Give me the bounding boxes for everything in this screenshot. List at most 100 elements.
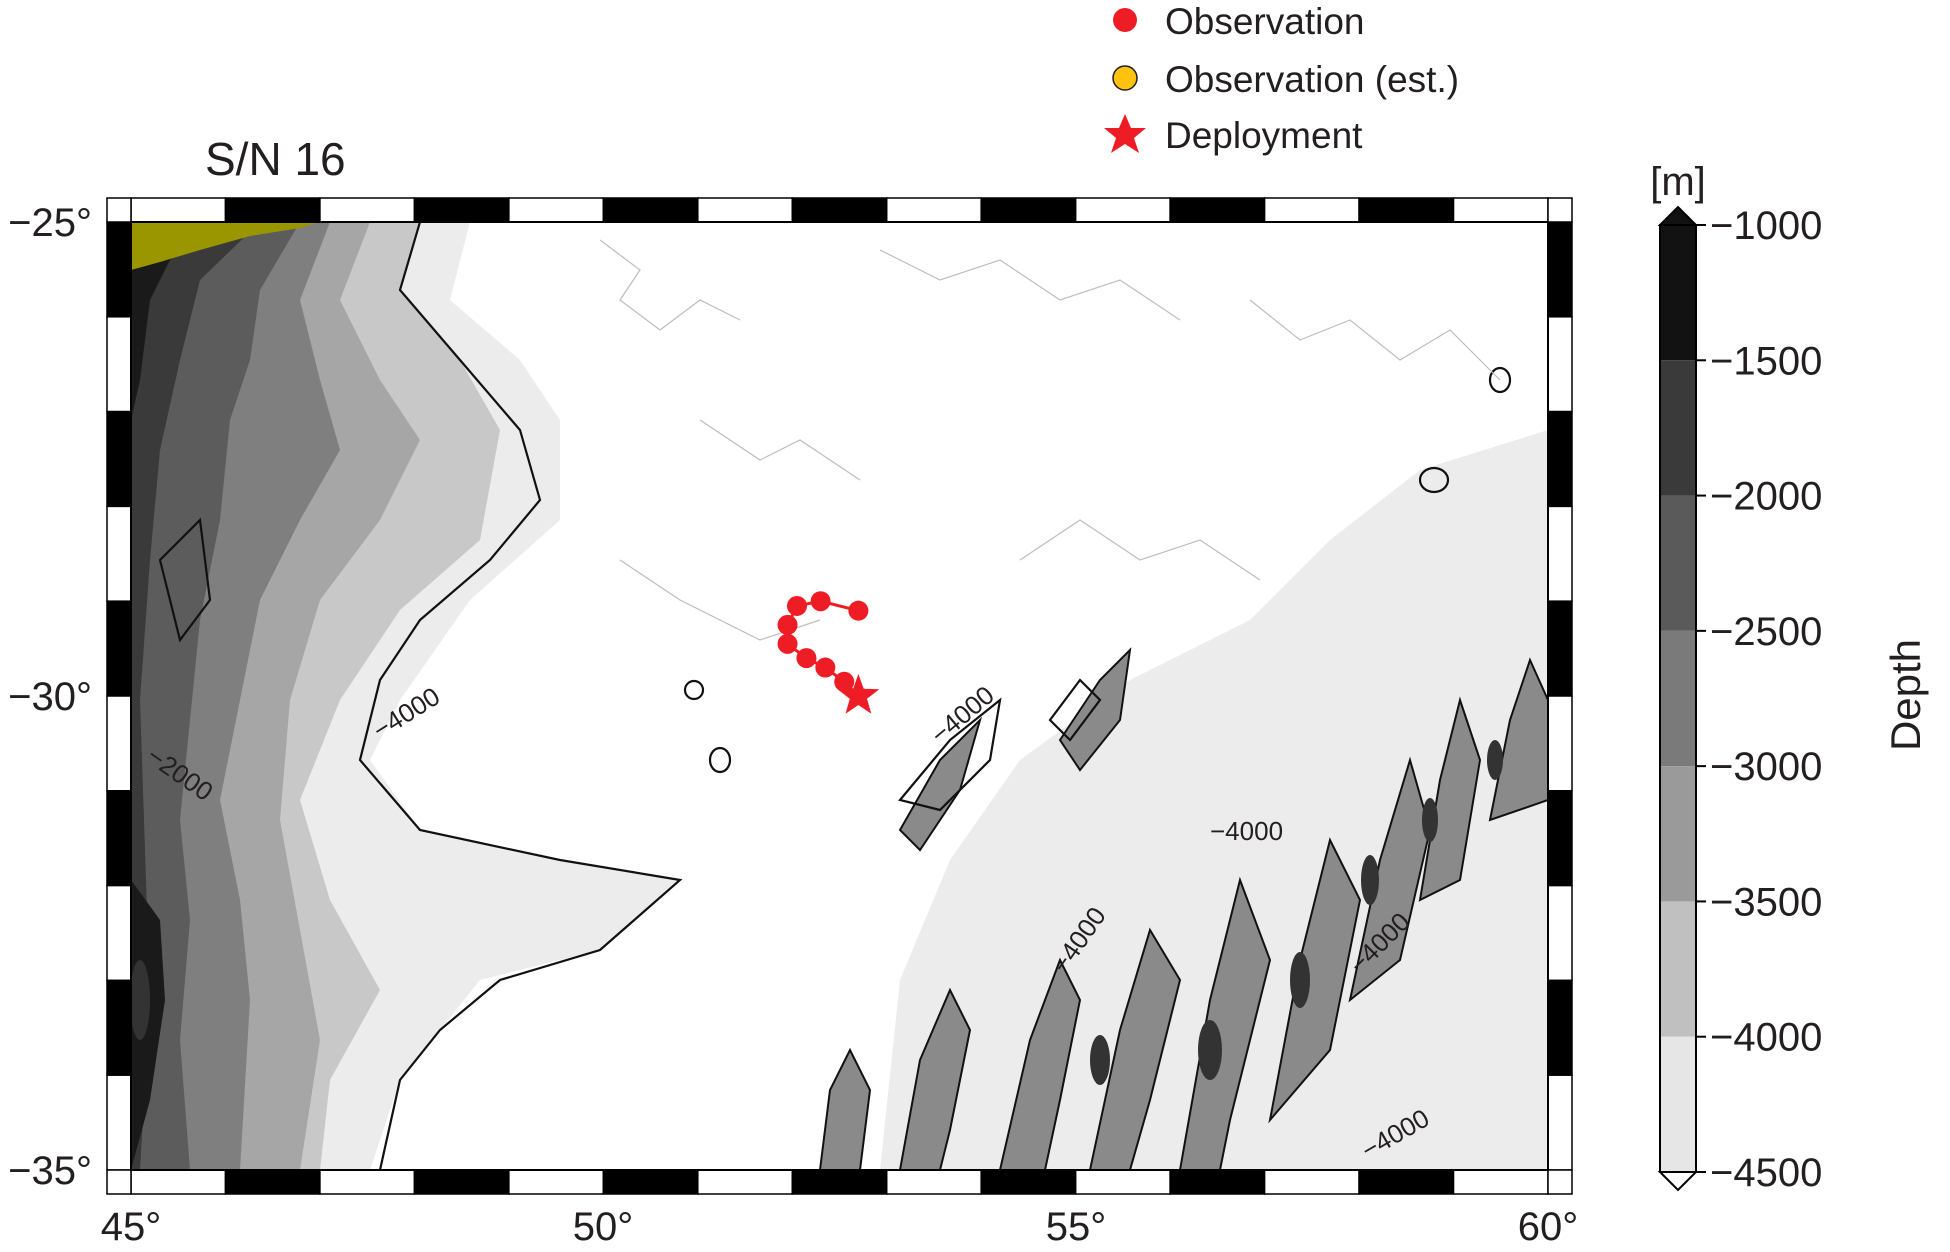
frame-corner xyxy=(106,197,132,223)
frame-segment-left xyxy=(106,1074,132,1171)
colorbar-tick-label: −3500 xyxy=(1710,880,1822,924)
colorbar-band xyxy=(1660,360,1696,496)
observation-marker xyxy=(777,614,798,635)
y-tick-label: −25° xyxy=(8,201,92,245)
depth-band-4000-east xyxy=(880,430,1548,1170)
colorbar-tick-label: −4500 xyxy=(1710,1151,1822,1195)
frame-segment-right xyxy=(1547,790,1573,887)
observation-marker xyxy=(834,671,855,692)
colorbar-bottom-arrow xyxy=(1657,1171,1699,1192)
colorbar-band xyxy=(1660,495,1696,631)
frame-segment-left xyxy=(106,600,132,697)
frame-segment-bottom xyxy=(1452,1169,1549,1195)
colorbar-bands xyxy=(1657,205,1699,1192)
contour-lines-4000 xyxy=(158,222,1512,1170)
frame-segment-bottom xyxy=(602,1169,699,1195)
frame-segment-left xyxy=(106,410,132,508)
legend-deployment-label: Deployment xyxy=(1165,115,1363,156)
x-tick-label: 45° xyxy=(101,1205,162,1249)
depth-band-1000 xyxy=(131,222,220,1170)
frame-segment-right xyxy=(1547,316,1573,413)
land-madagascar xyxy=(131,222,320,270)
frame-segment-top xyxy=(602,197,699,223)
colorbar-tick-label: −2500 xyxy=(1710,610,1822,654)
deployment-star-marker xyxy=(837,674,880,714)
ridge-features xyxy=(818,647,1548,1170)
frame-segment-left xyxy=(106,221,132,318)
frame-segment-right xyxy=(1547,884,1573,982)
x-tick-label: 60° xyxy=(1518,1205,1579,1249)
frame-segment-bottom xyxy=(413,1169,510,1195)
track-layer xyxy=(777,591,880,714)
frame-segment-top xyxy=(1263,197,1360,223)
colorbar-unit: [m] xyxy=(1650,160,1706,204)
contour-label: −4000 xyxy=(1210,816,1283,846)
x-axis-tick-labels: 45° 50° 55° 60° xyxy=(101,1205,1579,1249)
frame-segment-left xyxy=(106,790,132,887)
frame-segment-top xyxy=(130,197,227,223)
frame-segment-right xyxy=(1547,600,1573,697)
frame-segment-left xyxy=(106,884,132,982)
frame-segment-bottom xyxy=(1169,1169,1266,1195)
frame-segment-right xyxy=(1547,221,1573,318)
chart-title: S/N 16 xyxy=(205,133,346,185)
colorbar: [m] −1000−1500−2000−2500−3000−3500−4000−… xyxy=(1650,160,1929,1195)
frame-segment-bottom xyxy=(130,1169,227,1195)
observation-marker xyxy=(810,591,831,612)
frame-segment-bottom xyxy=(1074,1169,1171,1195)
frame-segment-top xyxy=(319,197,416,223)
frame-segment-bottom xyxy=(1358,1169,1455,1195)
observation-marker xyxy=(786,595,807,616)
frame-corner xyxy=(1547,197,1573,223)
frame-segment-right xyxy=(1547,505,1573,602)
frame-segment-left xyxy=(106,695,132,792)
colorbar-top-arrow xyxy=(1657,205,1699,226)
observation-marker xyxy=(848,600,869,621)
legend-deployment-star-icon xyxy=(1104,114,1146,153)
y-axis-tick-labels: −25° −30° −35° xyxy=(8,201,92,1193)
observation-marker xyxy=(815,657,836,678)
legend-observation-est-label: Observation (est.) xyxy=(1165,59,1459,100)
y-tick-label: −35° xyxy=(8,1149,92,1193)
frame-segment-right xyxy=(1547,410,1573,508)
frame-segment-top xyxy=(980,197,1077,223)
colorbar-band xyxy=(1660,225,1696,361)
observation-marker xyxy=(796,648,817,669)
frame-segment-top xyxy=(791,197,888,223)
colorbar-title: Depth xyxy=(1882,639,1929,751)
colorbar-band xyxy=(1660,901,1696,1037)
colorbar-tick-label: −1500 xyxy=(1710,339,1822,383)
colorbar-outline xyxy=(1659,224,1697,1173)
x-tick-label: 50° xyxy=(573,1205,634,1249)
colorbar-band xyxy=(1660,1036,1696,1172)
frame-corner xyxy=(1547,1169,1573,1195)
frame-segment-top xyxy=(697,197,794,223)
frame-segment-top xyxy=(508,197,605,223)
frame-segment-bottom xyxy=(224,1169,321,1195)
frame-segment-top xyxy=(1169,197,1266,223)
legend: Observation Observation (est.) Deploymen… xyxy=(1104,1,1459,156)
colorbar-band xyxy=(1660,630,1696,767)
colorbar-tick-label: −4000 xyxy=(1710,1016,1822,1060)
colorbar-tick-label: −2000 xyxy=(1710,475,1822,519)
frame-segment-top xyxy=(885,197,982,223)
frame-segment-left xyxy=(106,979,132,1076)
frame-segment-bottom xyxy=(508,1169,605,1195)
observation-marker xyxy=(777,633,798,654)
legend-observation-marker xyxy=(1113,8,1137,32)
colorbar-tick-labels: −1000 −1500 −2000 −2500 −3000 −3500 −4000 −4500 xyxy=(1696,204,1822,1195)
frame-corner xyxy=(106,1169,132,1195)
frame-segment-bottom xyxy=(980,1169,1077,1195)
legend-observation-est-marker xyxy=(1112,65,1138,91)
frame-segment-top xyxy=(1074,197,1171,223)
map-frame xyxy=(106,197,1573,1195)
frame-segment-top xyxy=(1452,197,1549,223)
y-tick-label: −30° xyxy=(8,675,92,719)
frame-segment-bottom xyxy=(791,1169,888,1195)
colorbar-band xyxy=(1660,766,1696,902)
frame-segment-top xyxy=(1358,197,1455,223)
frame-segment-right xyxy=(1547,979,1573,1076)
legend-observation-label: Observation xyxy=(1165,1,1365,42)
map-panel: −4000 −2000 −4000 −4000 −4000 −4000 −400… xyxy=(131,222,1548,1170)
